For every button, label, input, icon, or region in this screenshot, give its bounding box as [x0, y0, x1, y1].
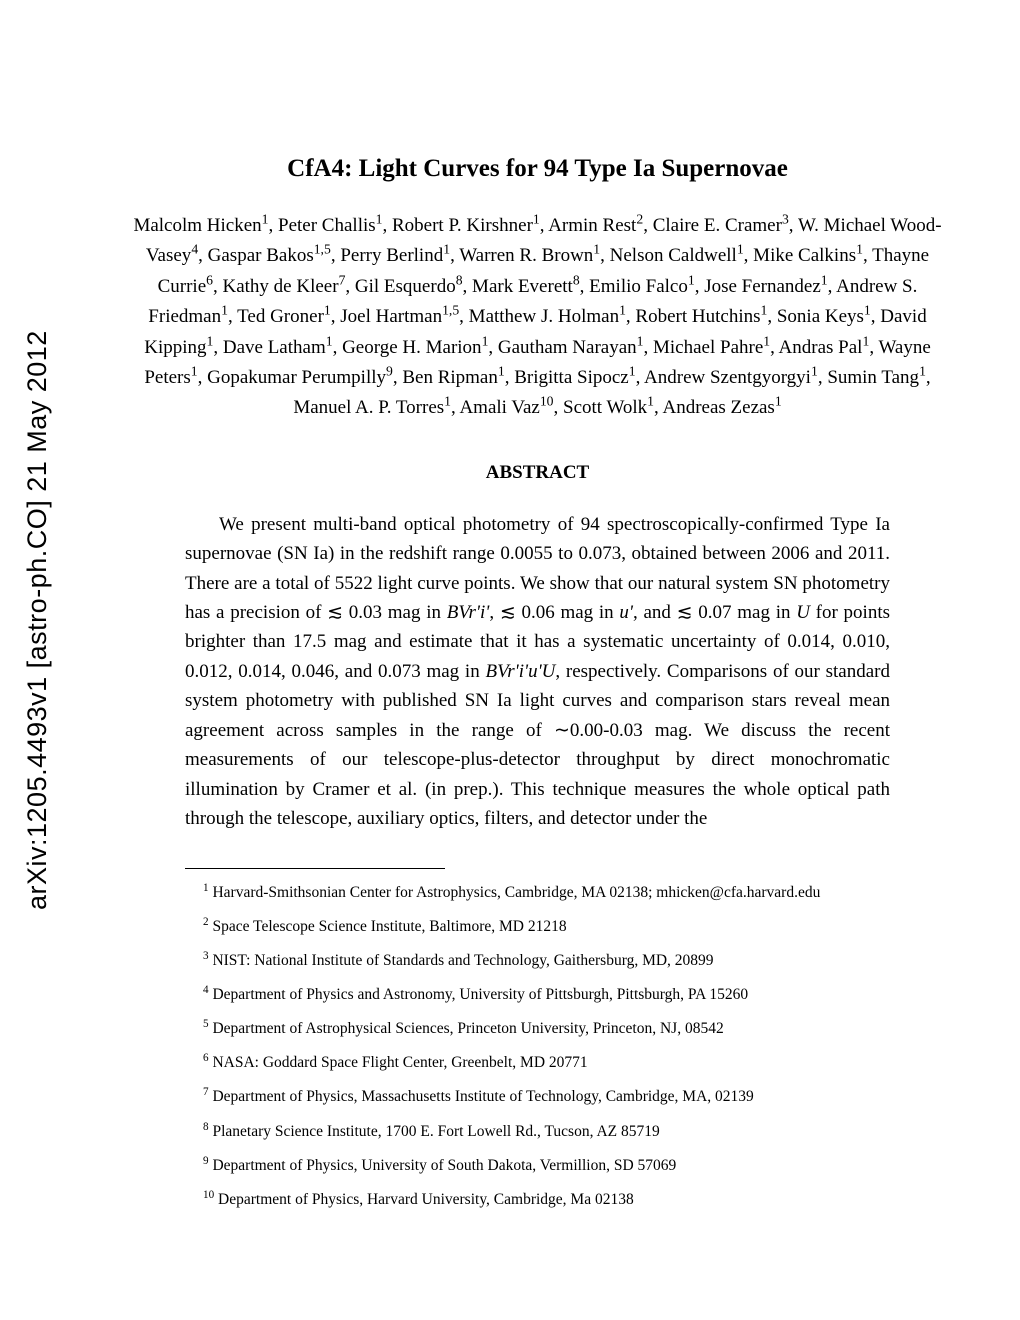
abstract-heading: ABSTRACT	[115, 462, 960, 484]
footnote-text: Department of Physics, Massachusetts Ins…	[212, 1088, 753, 1105]
arxiv-identifier: arXiv:1205.4493v1 [astro-ph.CO] 21 May 2…	[22, 270, 62, 970]
footnote-text: Planetary Science Institute, 1700 E. For…	[212, 1123, 659, 1140]
footnote-7: 7 Department of Physics, Massachusetts I…	[203, 1087, 900, 1107]
author-list: Malcolm Hicken1, Peter Challis1, Robert …	[115, 211, 960, 424]
footnote-num: 1	[203, 881, 209, 893]
abstract-body: We present multi-band optical photometry…	[115, 510, 960, 834]
paper-title: CfA4: Light Curves for 94 Type Ia Supern…	[115, 155, 960, 183]
footnote-4: 4 Department of Physics and Astronomy, U…	[203, 985, 900, 1005]
footnote-8: 8 Planetary Science Institute, 1700 E. F…	[203, 1122, 900, 1142]
footnote-1: 1 Harvard-Smithsonian Center for Astroph…	[203, 883, 900, 903]
footnote-num: 2	[203, 916, 209, 928]
footnote-text: NIST: National Institute of Standards an…	[212, 952, 713, 969]
footnote-num: 9	[203, 1155, 209, 1167]
footnote-text: Space Telescope Science Institute, Balti…	[212, 918, 566, 935]
footnote-rule	[185, 868, 445, 869]
footnote-text: Department of Physics and Astronomy, Uni…	[212, 986, 748, 1003]
footnote-num: 5	[203, 1018, 209, 1030]
footnote-text: NASA: Goddard Space Flight Center, Green…	[212, 1054, 587, 1071]
footnotes: 1 Harvard-Smithsonian Center for Astroph…	[115, 883, 960, 1210]
footnote-6: 6 NASA: Goddard Space Flight Center, Gre…	[203, 1053, 900, 1073]
footnote-text: Department of Astrophysical Sciences, Pr…	[212, 1020, 723, 1037]
page-content: CfA4: Light Curves for 94 Type Ia Supern…	[115, 155, 960, 1224]
footnote-9: 9 Department of Physics, University of S…	[203, 1156, 900, 1176]
footnote-num: 3	[203, 950, 209, 962]
footnote-num: 4	[203, 984, 209, 996]
footnote-text: Harvard-Smithsonian Center for Astrophys…	[212, 884, 820, 901]
footnote-2: 2 Space Telescope Science Institute, Bal…	[203, 917, 900, 937]
footnote-10: 10 Department of Physics, Harvard Univer…	[203, 1190, 900, 1210]
footnote-num: 6	[203, 1052, 209, 1064]
footnote-5: 5 Department of Astrophysical Sciences, …	[203, 1019, 900, 1039]
footnote-3: 3 NIST: National Institute of Standards …	[203, 951, 900, 971]
footnote-num: 10	[203, 1189, 214, 1201]
footnote-text: Department of Physics, Harvard Universit…	[218, 1191, 634, 1208]
footnote-num: 8	[203, 1120, 209, 1132]
footnote-num: 7	[203, 1086, 209, 1098]
footnote-text: Department of Physics, University of Sou…	[212, 1157, 676, 1174]
